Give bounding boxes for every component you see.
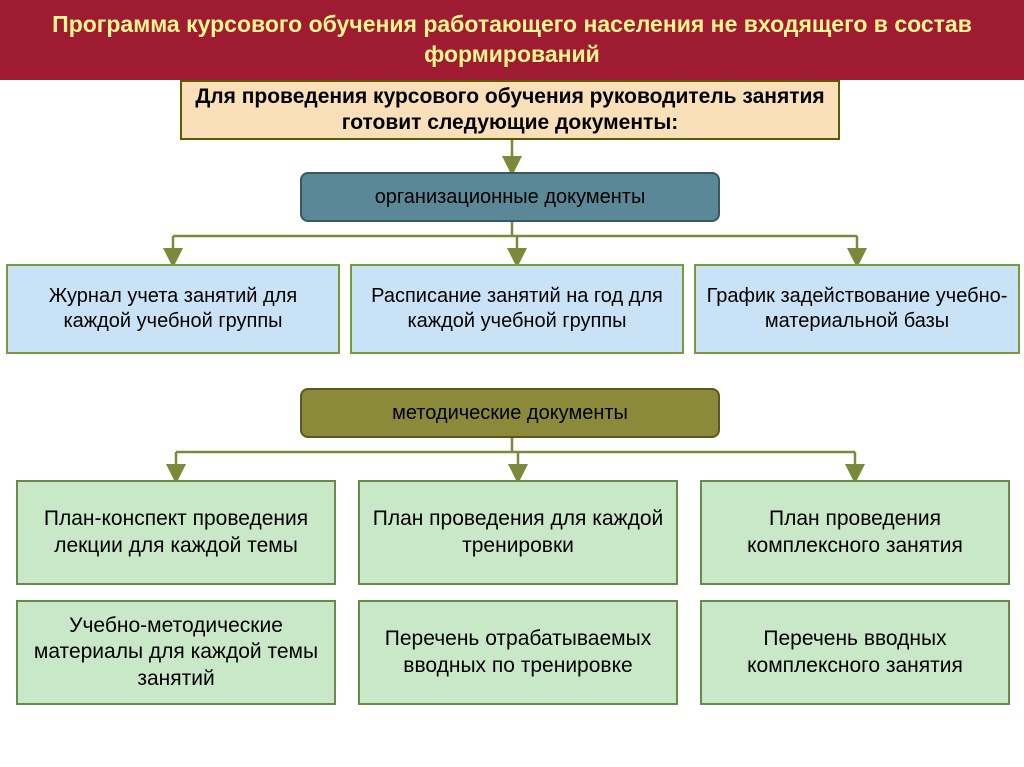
method-r1-2: План проведения комплексного занятия bbox=[700, 480, 1010, 585]
method-r1-0-text: План-конспект проведения лекции для кажд… bbox=[28, 506, 324, 559]
method-r2-0: Учебно-методические материалы для каждой… bbox=[16, 600, 336, 705]
intro-box: Для проведения курсового обучения руково… bbox=[180, 80, 840, 140]
title-text: Программа курсового обучения работающего… bbox=[52, 11, 972, 67]
org-item-2-text: График задействование учебно-материально… bbox=[706, 284, 1008, 334]
method-header-box: методические документы bbox=[300, 388, 720, 438]
org-item-2: График задействование учебно-материально… bbox=[694, 264, 1020, 354]
arrow-intro-org bbox=[502, 140, 522, 174]
method-header-text: методические документы bbox=[392, 401, 628, 426]
org-header-box: организационные документы bbox=[300, 172, 720, 222]
method-r1-0: План-конспект проведения лекции для кажд… bbox=[16, 480, 336, 585]
org-item-1-text: Расписание занятий на год для каждой уче… bbox=[362, 284, 672, 334]
page-title: Программа курсового обучения работающего… bbox=[0, 0, 1024, 80]
method-r1-1-text: План проведения для каждой тренировки bbox=[370, 506, 666, 559]
org-header-text: организационные документы bbox=[375, 185, 646, 210]
arrows-org-children bbox=[0, 222, 1024, 266]
method-r1-1: План проведения для каждой тренировки bbox=[358, 480, 678, 585]
org-item-0-text: Журнал учета занятий для каждой учебной … bbox=[18, 284, 328, 334]
org-item-1: Расписание занятий на год для каждой уче… bbox=[350, 264, 684, 354]
method-r2-2-text: Перечень вводных комплексного занятия bbox=[712, 626, 998, 679]
method-r2-1: Перечень отрабатываемых вводных по трени… bbox=[358, 600, 678, 705]
arrows-method-children bbox=[0, 438, 1024, 482]
intro-text: Для проведения курсового обучения руково… bbox=[192, 84, 828, 137]
method-r2-2: Перечень вводных комплексного занятия bbox=[700, 600, 1010, 705]
org-item-0: Журнал учета занятий для каждой учебной … bbox=[6, 264, 340, 354]
method-r2-1-text: Перечень отрабатываемых вводных по трени… bbox=[370, 626, 666, 679]
method-r1-2-text: План проведения комплексного занятия bbox=[712, 506, 998, 559]
method-r2-0-text: Учебно-методические материалы для каждой… bbox=[28, 613, 324, 692]
